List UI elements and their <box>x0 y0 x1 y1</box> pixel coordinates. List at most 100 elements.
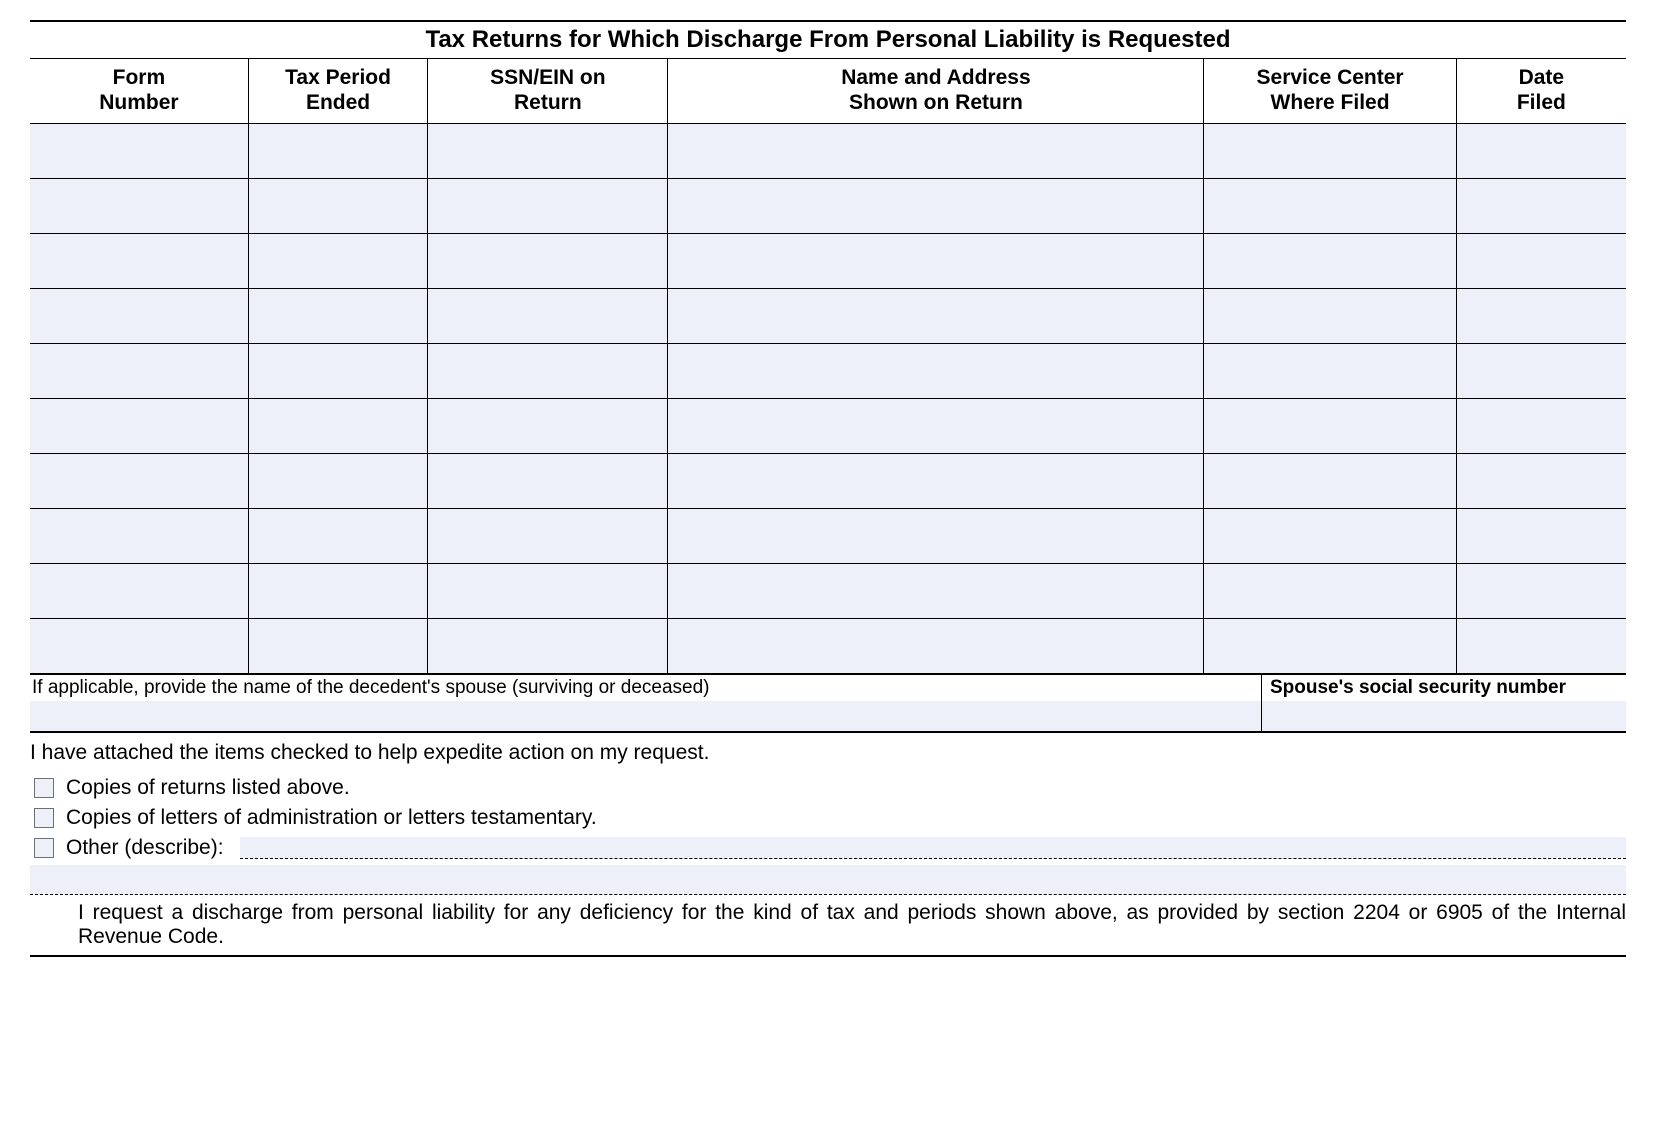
cell-tax_period[interactable] <box>248 179 427 234</box>
spouse-ssn-label: Spouse's social security number <box>1262 675 1626 701</box>
col-label: Tax Period <box>285 66 391 89</box>
cell-service_center[interactable] <box>1204 399 1456 454</box>
cell-name_addr[interactable] <box>668 509 1204 564</box>
check-line-copies-letters: Copies of letters of administration or l… <box>30 803 1626 833</box>
spouse-ssn-cell: Spouse's social security number <box>1262 675 1626 731</box>
cell-ssn_ein[interactable] <box>428 564 668 619</box>
col-name-address: Name and Address Shown on Return <box>668 59 1204 124</box>
cell-ssn_ein[interactable] <box>428 399 668 454</box>
other-describe-line2[interactable] <box>30 865 1626 895</box>
cell-tax_period[interactable] <box>248 509 427 564</box>
col-ssn-ein: SSN/EIN on Return <box>428 59 668 124</box>
cell-service_center[interactable] <box>1204 509 1456 564</box>
spouse-ssn-input[interactable] <box>1262 701 1626 731</box>
cell-ssn_ein[interactable] <box>428 619 668 674</box>
cell-name_addr[interactable] <box>668 399 1204 454</box>
cell-form_number[interactable] <box>30 124 248 179</box>
cell-tax_period[interactable] <box>248 344 427 399</box>
cell-date_filed[interactable] <box>1456 234 1626 289</box>
cell-ssn_ein[interactable] <box>428 179 668 234</box>
spouse-name-cell: If applicable, provide the name of the d… <box>30 675 1262 731</box>
col-label: Number <box>99 91 178 114</box>
cell-form_number[interactable] <box>30 564 248 619</box>
col-label: Date <box>1519 66 1565 89</box>
cell-date_filed[interactable] <box>1456 289 1626 344</box>
request-paragraph: I request a discharge from personal liab… <box>30 895 1626 957</box>
attach-intro: I have attached the items checked to hel… <box>30 733 1626 773</box>
cell-date_filed[interactable] <box>1456 399 1626 454</box>
cell-tax_period[interactable] <box>248 289 427 344</box>
cell-form_number[interactable] <box>30 509 248 564</box>
cell-date_filed[interactable] <box>1456 124 1626 179</box>
checkbox-label: Other (describe): <box>66 836 224 860</box>
cell-ssn_ein[interactable] <box>428 124 668 179</box>
table-row <box>30 454 1626 509</box>
cell-service_center[interactable] <box>1204 289 1456 344</box>
cell-ssn_ein[interactable] <box>428 454 668 509</box>
cell-date_filed[interactable] <box>1456 454 1626 509</box>
spouse-name-input[interactable] <box>30 701 1261 731</box>
col-label: Filed <box>1517 91 1566 114</box>
col-label: Where Filed <box>1271 91 1390 114</box>
cell-service_center[interactable] <box>1204 124 1456 179</box>
col-form-number: Form Number <box>30 59 248 124</box>
cell-tax_period[interactable] <box>248 564 427 619</box>
cell-service_center[interactable] <box>1204 344 1456 399</box>
cell-date_filed[interactable] <box>1456 179 1626 234</box>
cell-form_number[interactable] <box>30 399 248 454</box>
spouse-name-label: If applicable, provide the name of the d… <box>30 675 1261 701</box>
cell-ssn_ein[interactable] <box>428 344 668 399</box>
cell-service_center[interactable] <box>1204 564 1456 619</box>
table-row <box>30 289 1626 344</box>
cell-form_number[interactable] <box>30 234 248 289</box>
cell-tax_period[interactable] <box>248 619 427 674</box>
cell-service_center[interactable] <box>1204 454 1456 509</box>
cell-date_filed[interactable] <box>1456 564 1626 619</box>
cell-form_number[interactable] <box>30 179 248 234</box>
table-row <box>30 124 1626 179</box>
checkbox-other[interactable] <box>34 838 54 858</box>
cell-tax_period[interactable] <box>248 399 427 454</box>
other-describe-input[interactable] <box>240 837 1626 859</box>
cell-name_addr[interactable] <box>668 234 1204 289</box>
col-tax-period: Tax Period Ended <box>248 59 427 124</box>
cell-date_filed[interactable] <box>1456 509 1626 564</box>
cell-name_addr[interactable] <box>668 454 1204 509</box>
cell-date_filed[interactable] <box>1456 344 1626 399</box>
col-label: Service Center <box>1257 66 1404 89</box>
cell-name_addr[interactable] <box>668 289 1204 344</box>
section-title: Tax Returns for Which Discharge From Per… <box>30 22 1626 59</box>
form-container: Tax Returns for Which Discharge From Per… <box>30 20 1626 957</box>
cell-service_center[interactable] <box>1204 619 1456 674</box>
cell-form_number[interactable] <box>30 454 248 509</box>
checkbox-label: Copies of returns listed above. <box>66 776 350 800</box>
checkbox-copies-returns[interactable] <box>34 778 54 798</box>
cell-ssn_ein[interactable] <box>428 509 668 564</box>
checkbox-copies-letters[interactable] <box>34 808 54 828</box>
cell-name_addr[interactable] <box>668 124 1204 179</box>
table-row <box>30 619 1626 674</box>
cell-name_addr[interactable] <box>668 564 1204 619</box>
col-label: Return <box>514 91 582 114</box>
cell-form_number[interactable] <box>30 619 248 674</box>
cell-name_addr[interactable] <box>668 179 1204 234</box>
cell-name_addr[interactable] <box>668 344 1204 399</box>
cell-ssn_ein[interactable] <box>428 234 668 289</box>
cell-service_center[interactable] <box>1204 234 1456 289</box>
col-date-filed: Date Filed <box>1456 59 1626 124</box>
cell-date_filed[interactable] <box>1456 619 1626 674</box>
cell-service_center[interactable] <box>1204 179 1456 234</box>
returns-table: Form Number Tax Period Ended SSN/EIN on … <box>30 59 1626 675</box>
table-header-row: Form Number Tax Period Ended SSN/EIN on … <box>30 59 1626 124</box>
table-row <box>30 399 1626 454</box>
cell-form_number[interactable] <box>30 344 248 399</box>
col-label: Shown on Return <box>849 91 1023 114</box>
cell-tax_period[interactable] <box>248 234 427 289</box>
col-label: Ended <box>306 91 370 114</box>
cell-tax_period[interactable] <box>248 454 427 509</box>
cell-ssn_ein[interactable] <box>428 289 668 344</box>
cell-tax_period[interactable] <box>248 124 427 179</box>
cell-name_addr[interactable] <box>668 619 1204 674</box>
table-row <box>30 234 1626 289</box>
cell-form_number[interactable] <box>30 289 248 344</box>
